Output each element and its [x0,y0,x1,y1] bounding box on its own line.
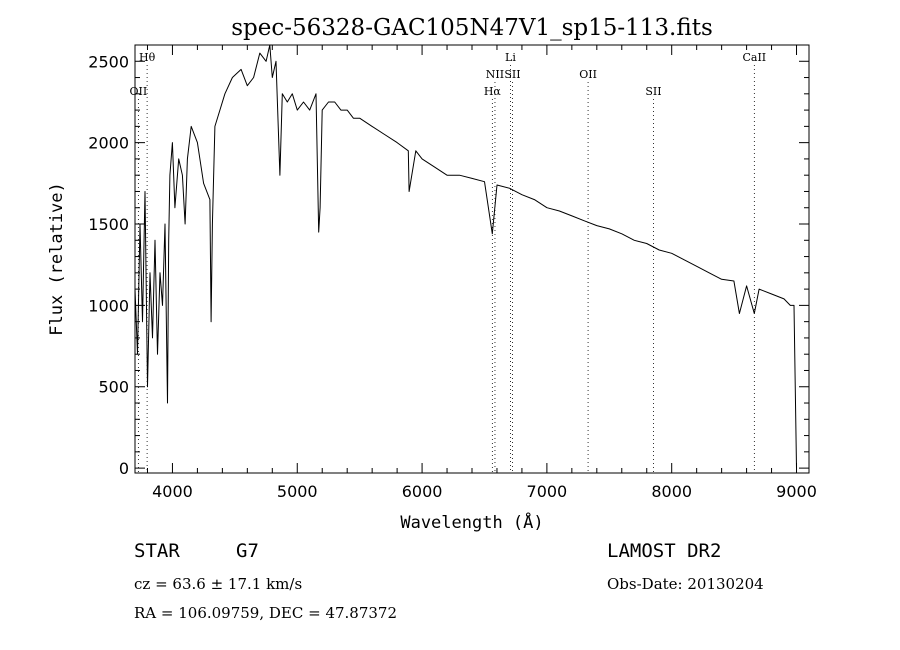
ra-dec-coordinates: RA = 106.09759, DEC = 47.87372 [134,604,398,622]
x-tick-label: 6000 [402,482,443,501]
spectral-line-label: NII [486,68,504,81]
spectral-line-label: Hθ [139,51,156,64]
x-tick-label: 8000 [651,482,692,501]
object-subclass: G7 [236,540,259,562]
spectral-line-label: SII [645,85,661,98]
object-class: STAR [134,540,180,562]
spectral-line-label: CaII [742,51,766,64]
y-tick-label: 2000 [88,134,129,153]
y-tick-label: 500 [98,378,129,397]
spectral-line-label: OII [130,85,148,98]
spectral-line-label: Hα [484,85,502,98]
y-tick-label: 1000 [88,296,129,315]
redshift-velocity: cz = 63.6 ± 17.1 km/s [134,575,303,593]
series-line-flux [134,44,797,469]
x-tick-label: 7000 [527,482,568,501]
y-axis-label: Flux (relative) [47,182,67,336]
spectral-line-label: Li [505,51,516,64]
survey-name: LAMOST DR2 [607,540,722,562]
chart-title: spec-56328-GAC105N47V1_sp15-113.fits [231,15,713,41]
x-tick-label: 5000 [277,482,318,501]
plot-frame [134,44,810,474]
axis-ticks: 4000 5000 6000 7000 8000 9000 0 500 1000 1500 2000… [88,45,817,501]
observation-date: Obs-Date: 20130204 [607,575,764,593]
series-layer [134,44,797,469]
x-axis-label: Wavelength (Å) [400,511,543,533]
y-tick-label: 0 [119,459,129,478]
x-tick-label: 9000 [776,482,817,501]
y-tick-label: 1500 [88,215,129,234]
spectral-line-label: SII [504,68,520,81]
y-tick-label: 2500 [88,52,129,71]
x-tick-label: 4000 [152,482,193,501]
spectral-line-label: OII [579,68,597,81]
